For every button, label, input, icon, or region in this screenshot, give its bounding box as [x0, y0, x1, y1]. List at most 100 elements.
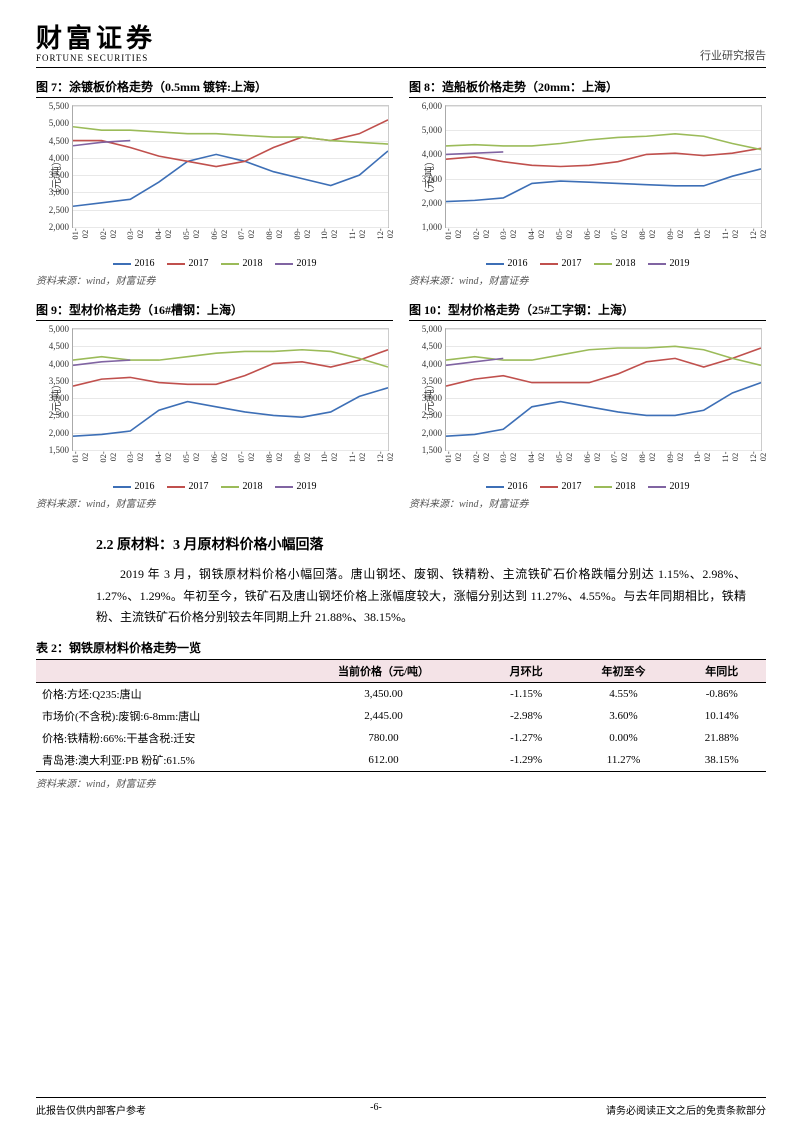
y-tick: 3,000 [412, 393, 442, 403]
table-col-header: 月环比 [483, 659, 570, 682]
chart-svg [73, 329, 388, 450]
series-line-2019 [73, 360, 130, 365]
table-cell: 4.55% [570, 682, 678, 705]
x-tick: 12-02 [748, 228, 764, 240]
figure-source: 资料来源：wind，财富证券 [409, 272, 766, 287]
legend-item: 2019 [275, 258, 317, 269]
x-tick: 10-02 [692, 228, 708, 240]
x-tick: 09-02 [665, 451, 681, 463]
page-header: 财富证券 FORTUNE SECURITIES 行业研究报告 [36, 18, 766, 68]
figure-source: 资料来源：wind，财富证券 [36, 495, 393, 510]
legend-item: 2016 [113, 481, 155, 492]
legend-label: 2018 [243, 481, 263, 492]
x-tick: 05-02 [554, 228, 570, 240]
x-tick: 12-02 [748, 451, 764, 463]
x-tick: 01-02 [443, 228, 459, 240]
x-tick: 11-02 [720, 228, 736, 240]
section-title: 2.2 原材料：3 月原材料价格小幅回落 [96, 534, 766, 554]
table-cell: 3.60% [570, 705, 678, 727]
x-ticks: 01-0202-0203-0204-0205-0206-0207-0208-02… [445, 226, 762, 242]
table-col-header [36, 659, 284, 682]
table-cell: -1.15% [483, 682, 570, 705]
figure-cell: 图 7：涂镀板价格走势（0.5mm 镀锌:上海）（元/吨）2,0002,5003… [36, 78, 393, 295]
legend-item: 2019 [648, 258, 690, 269]
chart-wrap: （元/吨）2,0002,5003,0003,5004,0004,5005,000… [36, 101, 393, 256]
y-tick: 1,000 [412, 222, 442, 232]
x-tick: 03-02 [125, 228, 141, 240]
legend-item: 2016 [486, 481, 528, 492]
table-cell: -2.98% [483, 705, 570, 727]
legend-item: 2018 [594, 481, 636, 492]
figure-title: 图 8：造船板价格走势（20mm：上海） [409, 78, 766, 98]
series-line-2019 [446, 152, 503, 154]
y-tick: 2,000 [39, 428, 69, 438]
legend-swatch [648, 263, 666, 265]
legend-label: 2016 [135, 481, 155, 492]
y-tick: 4,500 [412, 341, 442, 351]
plot-area: 2,0002,5003,0003,5004,0004,5005,0005,500 [72, 105, 389, 228]
table-body: 价格:方坯:Q235:唐山3,450.00-1.15%4.55%-0.86%市场… [36, 682, 766, 771]
table-cell: 21.88% [677, 727, 766, 749]
legend-swatch [594, 486, 612, 488]
y-tick: 3,000 [412, 174, 442, 184]
x-tick: 02-02 [98, 228, 114, 240]
x-tick: 01-02 [70, 228, 86, 240]
figure-title: 图 7：涂镀板价格走势（0.5mm 镀锌:上海） [36, 78, 393, 98]
x-tick: 11-02 [347, 451, 363, 463]
table-cell: 价格:铁精粉:66%:干基含税:迁安 [36, 727, 284, 749]
y-tick: 2,000 [39, 222, 69, 232]
y-tick: 5,000 [412, 125, 442, 135]
table-cell: 青岛港:澳大利亚:PB 粉矿:61.5% [36, 749, 284, 772]
table-col-header: 年同比 [677, 659, 766, 682]
legend-item: 2017 [167, 258, 209, 269]
x-tick: 09-02 [665, 228, 681, 240]
table-cell: 780.00 [284, 727, 483, 749]
chart-svg [446, 329, 761, 450]
x-tick: 10-02 [319, 228, 335, 240]
legend-swatch [167, 263, 185, 265]
legend-label: 2019 [297, 481, 317, 492]
x-tick: 06-02 [582, 451, 598, 463]
table-cell: 价格:方坯:Q235:唐山 [36, 682, 284, 705]
legend-swatch [275, 263, 293, 265]
y-tick: 3,500 [39, 376, 69, 386]
y-tick: 4,500 [39, 341, 69, 351]
y-tick: 2,500 [39, 205, 69, 215]
x-tick: 11-02 [720, 451, 736, 463]
chart-svg [73, 106, 388, 227]
figure-cell: 图 9：型材价格走势（16#槽钢：上海）（元/吨）1,5002,0002,500… [36, 301, 393, 518]
figure-title: 图 10：型材价格走势（25#工字钢：上海） [409, 301, 766, 321]
x-tick: 07-02 [609, 451, 625, 463]
body-paragraph: 2019 年 3 月，钢铁原材料价格小幅回落。唐山钢坯、废钢、铁精粉、主流铁矿石… [96, 564, 746, 629]
x-ticks: 01-0202-0203-0204-0205-0206-0207-0208-02… [72, 449, 389, 465]
table-cell: -0.86% [677, 682, 766, 705]
table-row: 价格:铁精粉:66%:干基含税:迁安780.00-1.27%0.00%21.88… [36, 727, 766, 749]
legend-item: 2018 [594, 258, 636, 269]
page-footer: 此报告仅供内部客户参考 -6- 请务必阅读正文之后的免责条款部分 [36, 1097, 766, 1117]
legend-item: 2017 [540, 258, 582, 269]
y-tick: 3,500 [412, 376, 442, 386]
y-tick: 4,000 [412, 359, 442, 369]
series-line-2017 [73, 120, 388, 167]
legend-item: 2017 [167, 481, 209, 492]
legend-label: 2018 [616, 481, 636, 492]
footer-right: 请务必阅读正文之后的免责条款部分 [606, 1102, 766, 1117]
y-tick: 5,000 [39, 118, 69, 128]
x-tick: 12-02 [375, 228, 391, 240]
table-cell: -1.27% [483, 727, 570, 749]
logo-cn: 财富证券 [36, 18, 156, 55]
x-tick: 02-02 [98, 451, 114, 463]
table-col-header: 年初至今 [570, 659, 678, 682]
y-tick: 2,000 [412, 428, 442, 438]
table-cell: 0.00% [570, 727, 678, 749]
legend-swatch [167, 486, 185, 488]
x-tick: 11-02 [347, 228, 363, 240]
series-line-2017 [446, 348, 761, 386]
figure-cell: 图 10：型材价格走势（25#工字钢：上海）（元/吨）1,5002,0002,5… [409, 301, 766, 518]
table-cell: 10.14% [677, 705, 766, 727]
series-line-2017 [446, 148, 761, 166]
legend-swatch [113, 486, 131, 488]
plot-area: 1,5002,0002,5003,0003,5004,0004,5005,000 [72, 328, 389, 451]
series-line-2018 [446, 346, 761, 365]
x-tick: 01-02 [443, 451, 459, 463]
